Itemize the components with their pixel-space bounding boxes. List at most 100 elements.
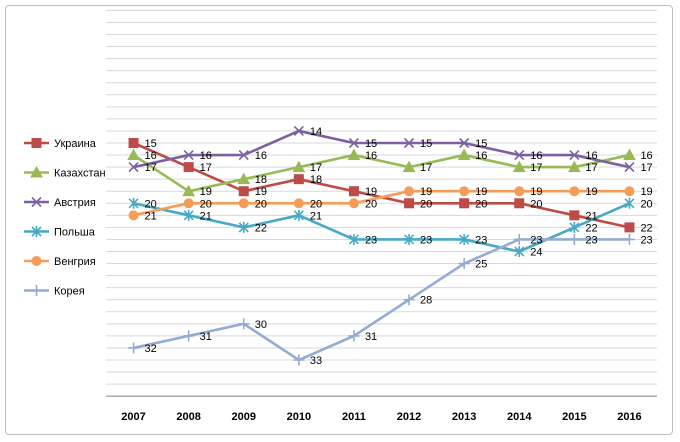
data-label: 21	[310, 210, 322, 222]
data-label: 16	[145, 150, 157, 162]
data-label: 23	[585, 234, 597, 246]
data-label: 19	[640, 186, 652, 198]
data-point	[403, 233, 415, 245]
legend-marker	[30, 165, 43, 178]
legend-label: Австрия	[54, 197, 96, 209]
x-tick-label: 2013	[452, 411, 476, 423]
x-tick-label: 2007	[121, 411, 145, 423]
data-label: 20	[420, 198, 432, 210]
data-label: 19	[530, 186, 542, 198]
data-point	[514, 198, 525, 209]
data-point	[293, 125, 304, 137]
data-label: 19	[255, 186, 267, 198]
x-tick-label: 2014	[507, 411, 532, 423]
data-point	[293, 198, 304, 209]
data-label: 20	[530, 198, 542, 210]
data-label: 16	[530, 150, 542, 162]
data-point	[624, 162, 635, 173]
legend-label: Венгрия	[54, 256, 96, 268]
data-label: 30	[255, 319, 267, 331]
data-point	[183, 209, 194, 221]
data-point	[183, 198, 194, 209]
data-label: 20	[640, 198, 652, 210]
series-line	[133, 129, 630, 169]
data-label: 21	[200, 210, 212, 222]
data-point	[404, 186, 415, 197]
data-point	[238, 149, 249, 161]
data-label: 17	[145, 162, 157, 174]
data-label: 15	[475, 138, 487, 150]
data-point	[127, 148, 140, 161]
data-label: 20	[255, 198, 267, 210]
data-label: 20	[310, 198, 322, 210]
data-label: 16	[200, 150, 212, 162]
data-label: 17	[530, 162, 542, 174]
chart-frame	[5, 5, 673, 435]
data-label: 19	[475, 186, 487, 198]
data-point	[128, 342, 140, 354]
data-label: 25	[475, 259, 487, 271]
series-markers	[127, 125, 636, 366]
legend-label: Украина	[54, 138, 97, 150]
data-label: 22	[585, 222, 597, 234]
data-point	[457, 148, 471, 161]
legend-item: Украина	[24, 138, 97, 150]
data-label: 15	[420, 138, 432, 150]
data-label: 20	[365, 198, 377, 210]
data-point	[514, 149, 525, 161]
data-point	[238, 318, 250, 330]
data-point	[513, 233, 525, 245]
data-label: 19	[365, 186, 377, 198]
data-point	[459, 233, 470, 245]
data-label: 19	[200, 186, 212, 198]
data-label: 24	[530, 247, 542, 259]
data-point	[459, 137, 470, 149]
data-point	[348, 233, 360, 245]
data-point	[514, 246, 525, 257]
data-point	[569, 210, 580, 221]
data-point	[183, 330, 195, 342]
legend-item: Венгрия	[24, 256, 96, 268]
data-label: 18	[310, 174, 322, 186]
data-label: 16	[640, 150, 652, 162]
legend-marker	[31, 285, 42, 296]
data-point	[128, 197, 139, 209]
data-point	[458, 258, 470, 270]
x-axis-tick-labels: 2007 2008 2009 2010 2011 2012 2013 2014 2015 2016	[121, 411, 641, 423]
data-label: 33	[310, 355, 322, 367]
data-point	[348, 186, 359, 197]
data-point	[402, 160, 416, 173]
x-tick-label: 2015	[562, 411, 586, 423]
data-label: 28	[420, 295, 432, 307]
x-tick-label: 2011	[342, 411, 366, 423]
data-point	[624, 186, 635, 197]
data-label: 23	[475, 234, 487, 246]
data-label: 15	[365, 138, 377, 150]
data-point	[237, 172, 251, 185]
legend-label: Польша	[54, 227, 96, 239]
data-label: 20	[200, 198, 212, 210]
data-point	[403, 294, 415, 306]
data-label: 17	[640, 162, 652, 174]
data-point	[624, 222, 635, 233]
data-point	[568, 233, 580, 245]
x-tick-label: 2009	[232, 411, 256, 423]
data-label: 31	[365, 331, 377, 343]
data-point	[293, 174, 304, 185]
data-label: 16	[585, 150, 597, 162]
data-point	[569, 221, 580, 233]
data-label: 18	[255, 174, 267, 186]
gridlines	[106, 9, 657, 397]
data-point	[403, 137, 415, 149]
data-label: 23	[365, 234, 377, 246]
data-label: 19	[420, 186, 432, 198]
data-label: 23	[530, 234, 542, 246]
data-label: 21	[145, 210, 157, 222]
data-label: 16	[475, 150, 487, 162]
data-label: 16	[255, 150, 267, 162]
legend-label: Казахстан	[54, 168, 106, 180]
data-point	[182, 184, 195, 197]
data-label: 21	[585, 210, 597, 222]
data-label: 22	[255, 222, 267, 234]
